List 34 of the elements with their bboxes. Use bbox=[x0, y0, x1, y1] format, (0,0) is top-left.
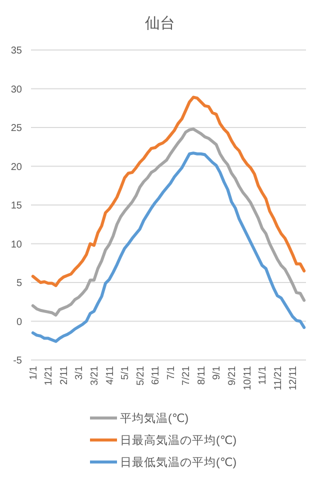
y-tick-label: 0 bbox=[16, 316, 22, 328]
y-tick-label: 20 bbox=[10, 162, 22, 173]
x-tick-label: 10/11 bbox=[242, 366, 254, 390]
line-series bbox=[31, 96, 306, 288]
x-tick-label: 9/1 bbox=[212, 366, 223, 380]
x-tick-label: 7/21 bbox=[181, 366, 192, 386]
x-tick-label: 12/11 bbox=[288, 366, 300, 390]
x-tick-label: 7/1 bbox=[166, 366, 177, 380]
x-tick-label: 3/1 bbox=[74, 366, 86, 380]
x-tick-label: 11/1 bbox=[258, 366, 269, 385]
y-tick-label: 15 bbox=[10, 200, 22, 212]
x-tick-label: 1/1 bbox=[28, 366, 40, 380]
x-tick-label: 6/11 bbox=[150, 366, 162, 385]
x-tick-label: 9/21 bbox=[227, 366, 238, 386]
y-tick-label: 25 bbox=[10, 123, 22, 134]
line-series bbox=[31, 152, 306, 343]
x-tick-label: 8/11 bbox=[196, 366, 208, 385]
y-tick-label: -5 bbox=[13, 356, 22, 366]
chart-title: 仙台 bbox=[145, 15, 175, 32]
x-tick-label: 4/11 bbox=[104, 366, 116, 385]
x-tick-label: 11/21 bbox=[272, 366, 284, 390]
legend-label: 日最高気温の平均(℃) bbox=[120, 433, 237, 448]
line-series bbox=[31, 128, 306, 317]
x-tick-label: 2/11 bbox=[58, 366, 70, 385]
x-tick-label: 3/21 bbox=[90, 366, 101, 386]
y-tick-label: 30 bbox=[10, 84, 22, 96]
legend-label: 平均気温(℃) bbox=[120, 412, 189, 426]
y-tick-label: 5 bbox=[16, 278, 22, 289]
y-tick-label: 35 bbox=[10, 46, 22, 56]
x-tick-label: 5/21 bbox=[135, 366, 146, 386]
x-tick-label: 5/1 bbox=[120, 366, 132, 380]
legend-label: 日最低気温の平均(℃) bbox=[120, 456, 237, 470]
y-tick-label: 10 bbox=[10, 239, 22, 250]
x-tick-label: 1/21 bbox=[44, 366, 55, 386]
